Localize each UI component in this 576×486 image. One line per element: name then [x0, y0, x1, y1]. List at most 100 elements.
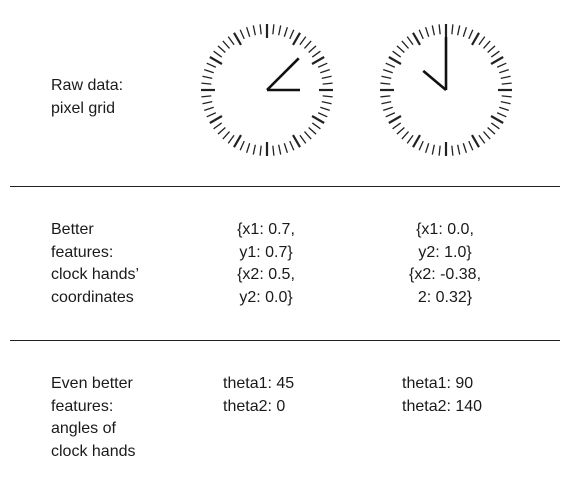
clock-minor-tick	[438, 145, 441, 156]
clock-minor-tick	[482, 131, 491, 140]
clock-minor-tick	[217, 45, 226, 54]
clock-minor-tick	[500, 75, 511, 79]
clock-minor-tick	[457, 25, 461, 36]
clock-minor-tick	[383, 68, 393, 74]
clock-minor-tick	[438, 24, 441, 35]
clock-major-tick	[412, 32, 421, 46]
clock-minor-tick	[321, 75, 332, 79]
clock-minor-tick	[381, 101, 392, 105]
clock-minor-tick	[222, 131, 231, 140]
clock-major-tick	[471, 32, 480, 46]
clock-minor-tick	[468, 29, 474, 40]
clock-major-tick	[490, 115, 504, 124]
clock-1-angles: theta1: 45 theta2: 0	[223, 375, 295, 415]
clock-minor-tick	[431, 25, 435, 36]
clock-face-2	[380, 24, 512, 156]
row-label-raw-data: Raw data: pixel grid	[51, 77, 124, 117]
clock-major-tick	[209, 115, 223, 124]
clock-minor-tick	[431, 144, 435, 155]
clock-minor-tick	[252, 144, 256, 155]
clock-minor-tick	[392, 50, 402, 58]
clock-minor-tick	[424, 27, 430, 37]
clock-minor-tick	[320, 106, 330, 112]
clock-minor-tick	[259, 24, 262, 35]
clock-major-tick	[292, 32, 301, 46]
clock-minor-tick	[299, 134, 307, 144]
clock-minor-tick	[380, 82, 391, 85]
clock-minor-tick	[308, 126, 317, 135]
clock-face-1	[201, 24, 333, 156]
clock-minor-tick	[308, 45, 317, 54]
clock-minor-tick	[418, 29, 424, 40]
clock-minor-tick	[206, 112, 217, 118]
clock-minor-tick	[317, 112, 328, 118]
clock-major-tick	[388, 56, 402, 65]
clock-2-angles: theta1: 90 theta2: 140	[402, 375, 483, 415]
clock-minor-tick	[501, 95, 512, 98]
clock-minor-tick	[278, 25, 282, 36]
clock-minor-tick	[478, 36, 486, 46]
clock-minor-tick	[317, 62, 328, 68]
clock-minor-tick	[490, 50, 500, 58]
clock-hand-long	[266, 57, 300, 91]
clock-minor-tick	[457, 144, 461, 155]
clock-minor-tick	[227, 36, 235, 46]
clock-minor-tick	[462, 143, 468, 153]
clock-minor-tick	[299, 36, 307, 46]
divider-line-2	[10, 340, 560, 341]
clock-minor-tick	[202, 101, 213, 105]
clock-minor-tick	[201, 95, 212, 98]
clock-minor-tick	[259, 145, 262, 156]
clock-minor-tick	[252, 25, 256, 36]
clock-minor-tick	[202, 75, 213, 79]
clock-minor-tick	[289, 29, 295, 40]
clock-minor-tick	[392, 122, 402, 130]
clock-minor-tick	[245, 27, 251, 37]
clock-minor-tick	[383, 106, 393, 112]
clock-minor-tick	[385, 112, 396, 118]
clock-major-tick	[311, 115, 325, 124]
clock-minor-tick	[501, 82, 512, 85]
clock-minor-tick	[401, 40, 410, 49]
clock-minor-tick	[451, 24, 454, 35]
clock-minor-tick	[227, 134, 235, 144]
clock-minor-tick	[239, 29, 245, 40]
clock-minor-tick	[499, 106, 509, 112]
clock-major-tick	[233, 134, 242, 148]
clock-minor-tick	[496, 62, 507, 68]
clock-minor-tick	[487, 45, 496, 54]
clock-minor-tick	[239, 140, 245, 151]
clock-minor-tick	[418, 140, 424, 151]
clock-minor-tick	[487, 126, 496, 135]
clock-minor-tick	[482, 40, 491, 49]
clock-minor-tick	[462, 27, 468, 37]
clock-minor-tick	[500, 101, 511, 105]
clock-minor-tick	[283, 143, 289, 153]
clock-minor-tick	[217, 126, 226, 135]
clock-minor-tick	[245, 143, 251, 153]
clock-minor-tick	[322, 95, 333, 98]
clock-major-tick	[388, 115, 402, 124]
clock-minor-tick	[320, 68, 330, 74]
clock-minor-tick	[283, 27, 289, 37]
clock-minor-tick	[396, 45, 405, 54]
clock-minor-tick	[385, 62, 396, 68]
row-label-even-better-features: Even better features: angles of clock ha…	[51, 375, 136, 460]
clock-minor-tick	[213, 50, 223, 58]
clock-minor-tick	[424, 143, 430, 153]
clock-minor-tick	[272, 145, 275, 156]
clock-minor-tick	[204, 68, 214, 74]
clock-minor-tick	[381, 75, 392, 79]
clock-minor-tick	[321, 101, 332, 105]
clock-minor-tick	[468, 140, 474, 151]
clock-minor-tick	[478, 134, 486, 144]
clock-minor-tick	[213, 122, 223, 130]
clock-minor-tick	[322, 82, 333, 85]
clock-minor-tick	[311, 50, 321, 58]
clock-minor-tick	[406, 36, 414, 46]
clock-minor-tick	[206, 62, 217, 68]
clock-minor-tick	[303, 40, 312, 49]
clock-major-tick	[471, 134, 480, 148]
divider-line-1	[10, 186, 560, 187]
clock-major-tick	[311, 56, 325, 65]
